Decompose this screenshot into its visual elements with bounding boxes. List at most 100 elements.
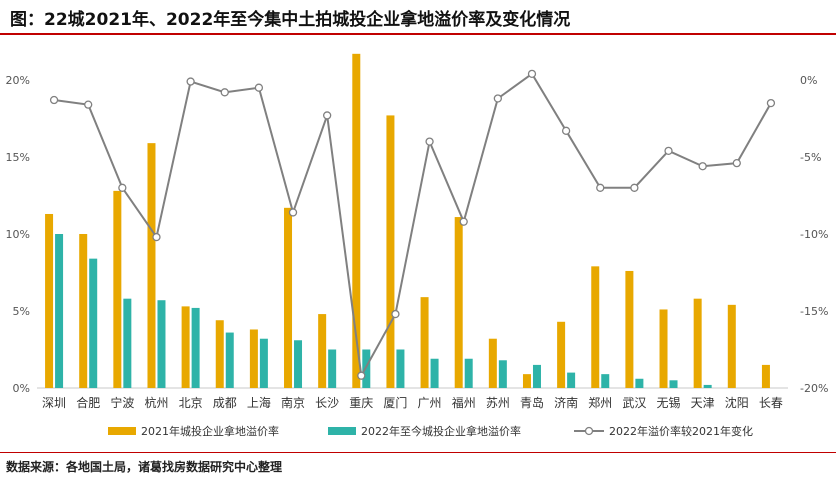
bar-2022	[259, 338, 268, 388]
legend-swatch-2022	[328, 427, 356, 435]
bar-2021	[147, 143, 156, 388]
bar-2022	[635, 378, 644, 388]
bar-2021	[591, 266, 600, 388]
change-point	[118, 183, 127, 192]
change-point	[425, 137, 434, 146]
x-tick-label: 沈阳	[725, 395, 749, 410]
change-point	[357, 371, 366, 380]
bar-2021	[659, 309, 668, 388]
bar-2021	[352, 53, 361, 388]
y-right-tick-label: -5%	[800, 151, 821, 164]
bar-2021	[249, 329, 258, 388]
legend-label-change: 2022年溢价率较2021年变化	[609, 424, 753, 438]
bar-2021	[761, 364, 770, 388]
change-point	[698, 162, 707, 171]
bar-2022	[362, 349, 371, 388]
bar-2021	[454, 217, 463, 388]
bar-2021	[625, 270, 634, 388]
bar-2021	[386, 115, 395, 389]
change-point	[664, 146, 673, 155]
bar-2021	[557, 321, 566, 388]
change-point	[561, 126, 571, 135]
bar-2021	[693, 298, 702, 388]
x-tick-label: 天津	[691, 396, 715, 410]
bar-2022	[225, 332, 234, 388]
y-left-tick-label: 5%	[13, 305, 30, 318]
change-point	[630, 183, 639, 192]
change-point	[732, 159, 741, 168]
x-tick-label: 郑州	[588, 395, 612, 410]
bar-2021	[284, 207, 293, 388]
y-right-tick-label: 0%	[800, 74, 817, 87]
y-left-tick-label: 15%	[6, 151, 30, 164]
x-tick-label: 合肥	[76, 395, 100, 410]
bar-2022	[89, 258, 98, 388]
change-point	[766, 98, 776, 108]
bar-2022	[430, 358, 439, 388]
change-point	[527, 69, 537, 78]
bar-2021	[318, 314, 327, 388]
bar-2022	[55, 234, 64, 388]
bar-2021	[215, 320, 224, 388]
footer-divider	[0, 452, 836, 453]
x-tick-label: 广州	[418, 396, 442, 410]
x-tick-label: 上海	[247, 395, 271, 410]
legend-label-2022: 2022年至今城投企业拿地溢价率	[361, 424, 521, 438]
y-right-tick-label: -15%	[800, 305, 828, 318]
x-tick-label: 成都	[213, 396, 237, 410]
source-note: 数据来源：各地国土局，诸葛找房数据研究中心整理	[6, 460, 283, 474]
x-tick-label: 北京	[179, 396, 203, 410]
bar-2021	[488, 338, 497, 388]
change-point	[186, 77, 195, 86]
y-left-tick-label: 20%	[6, 74, 30, 87]
legend-label-2021: 2021年城投企业拿地溢价率	[141, 424, 279, 438]
bar-2022	[567, 372, 576, 388]
bar-2022	[669, 380, 678, 388]
bar-2022	[601, 374, 610, 388]
bar-2021	[45, 213, 54, 388]
bar-2022	[532, 364, 541, 388]
change-point	[288, 208, 298, 217]
x-tick-label: 长沙	[315, 396, 339, 410]
change-point	[459, 217, 468, 226]
x-tick-label: 南京	[281, 395, 305, 410]
x-tick-label: 福州	[452, 395, 476, 410]
change-point	[493, 94, 502, 103]
bar-2022	[464, 358, 473, 388]
bar-2022	[396, 349, 405, 388]
x-tick-label: 宁波	[110, 395, 134, 410]
bar-2021	[113, 190, 122, 388]
bar-2021	[522, 374, 531, 388]
x-tick-label: 青岛	[520, 395, 544, 410]
change-point	[596, 183, 605, 192]
bar-2022	[157, 300, 166, 388]
bar-2021	[79, 234, 88, 388]
change-point	[391, 309, 400, 319]
bar-2021	[181, 306, 190, 388]
x-tick-label: 济南	[554, 395, 578, 410]
bar-2022	[191, 307, 200, 388]
x-tick-label: 重庆	[349, 396, 373, 410]
legend-marker-change	[584, 426, 594, 436]
x-tick-label: 厦门	[383, 395, 407, 410]
x-tick-label: 杭州	[144, 395, 168, 410]
change-point	[220, 88, 229, 97]
bar-2022	[703, 384, 712, 388]
x-tick-label: 深圳	[42, 396, 66, 410]
bar-2022	[123, 298, 132, 388]
change-point	[49, 95, 59, 105]
change-point	[323, 111, 332, 120]
title-divider	[0, 33, 836, 35]
x-tick-label: 无锡	[657, 395, 681, 410]
bar-2021	[727, 304, 736, 388]
x-tick-label: 武汉	[622, 396, 646, 410]
legend-swatch-2021	[108, 427, 136, 435]
y-left-tick-label: 0%	[13, 382, 30, 395]
bar-2021	[420, 297, 429, 388]
y-right-tick-label: -10%	[800, 228, 828, 241]
x-tick-label: 长春	[759, 396, 783, 410]
chart: 0% 5% 10% 15% 20% -20% -15% -10% -5% 0% 深圳 合肥 宁波 杭州 北京…	[6, 53, 828, 438]
change-point	[254, 83, 264, 92]
y-left-tick-label: 10%	[6, 228, 30, 241]
change-line	[53, 72, 772, 379]
